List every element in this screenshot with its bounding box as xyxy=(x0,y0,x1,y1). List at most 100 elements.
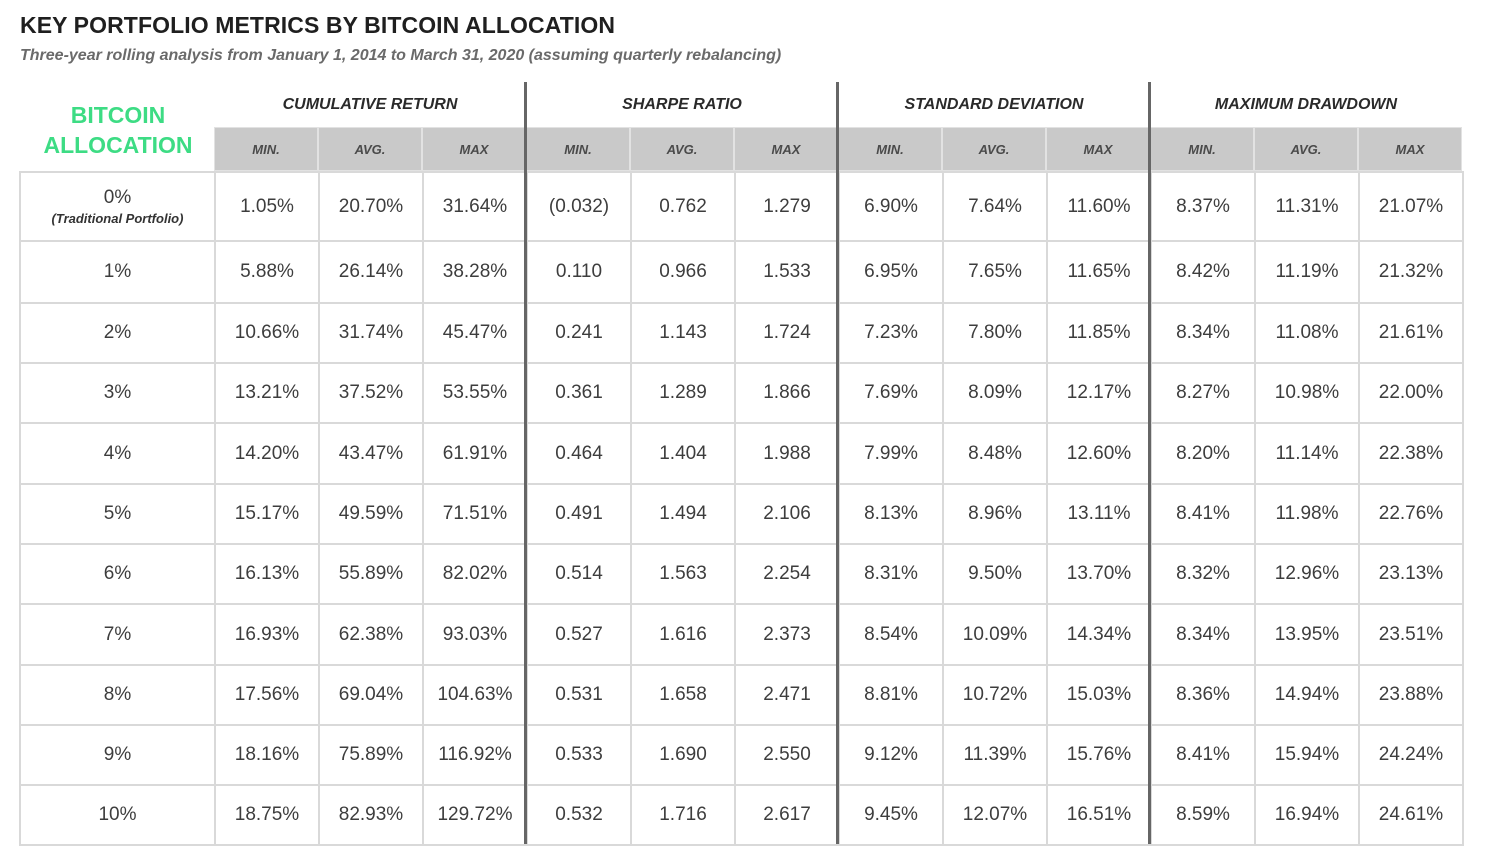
metric-cell: 1.658 xyxy=(630,664,736,726)
metric-cell: 0.514 xyxy=(526,543,632,605)
metric-cell: 11.85% xyxy=(1046,302,1152,364)
metric-cell: 10.72% xyxy=(942,664,1048,726)
metric-cell: 1.563 xyxy=(630,543,736,605)
metric-cell: 12.96% xyxy=(1254,543,1360,605)
table-row: 5% 15.17% 49.59% 71.51% 0.491 1.494 2.106 8.13%… xyxy=(19,483,1464,545)
metric-cell: 116.92% xyxy=(422,724,528,786)
group-header-maximum-drawdown: MAXIMUM DRAWDOWN xyxy=(1214,96,1398,113)
metric-cell: 8.13% xyxy=(838,483,944,545)
metric-cell: 1.279 xyxy=(734,171,840,242)
metric-cell: 0.533 xyxy=(526,724,632,786)
allocation-cell: 5% xyxy=(19,483,216,545)
metric-cell: 11.19% xyxy=(1254,240,1360,304)
allocation-cell: 1% xyxy=(19,240,216,304)
allocation-cell: 2% xyxy=(19,302,216,364)
metrics-table: 0% (Traditional Portfolio) 1.05% 20.70% 31.6… xyxy=(19,171,1464,846)
metric-cell: 11.08% xyxy=(1254,302,1360,364)
metric-cell: 8.34% xyxy=(1150,603,1256,666)
metric-cell: 0.527 xyxy=(526,603,632,666)
table-row: 0% (Traditional Portfolio) 1.05% 20.70% 31.6… xyxy=(19,171,1464,242)
metric-cell: 2.617 xyxy=(734,784,840,846)
metric-cell: 23.51% xyxy=(1358,603,1464,666)
metric-cell: 16.51% xyxy=(1046,784,1152,846)
group-header-standard-deviation: STANDARD DEVIATION xyxy=(904,96,1084,113)
metric-cell: 1.616 xyxy=(630,603,736,666)
metric-cell: 7.64% xyxy=(942,171,1048,242)
metric-cell: 1.143 xyxy=(630,302,736,364)
metric-cell: 12.17% xyxy=(1046,362,1152,424)
table-row: 1% 5.88% 26.14% 38.28% 0.110 0.966 1.533 6.95% 7… xyxy=(19,240,1464,304)
subheader-min: MIN. xyxy=(526,127,630,171)
metric-cell: 11.60% xyxy=(1046,171,1152,242)
metric-cell: 104.63% xyxy=(422,664,528,726)
metric-cell: 45.47% xyxy=(422,302,528,364)
metric-cell: 8.31% xyxy=(838,543,944,605)
metric-cell: 26.14% xyxy=(318,240,424,304)
metric-cell: 11.39% xyxy=(942,724,1048,786)
metric-cell: 2.254 xyxy=(734,543,840,605)
metric-cell: 1.404 xyxy=(630,422,736,485)
metric-cell: 31.74% xyxy=(318,302,424,364)
metric-cell: 1.724 xyxy=(734,302,840,364)
metric-cell: 129.72% xyxy=(422,784,528,846)
allocation-value: 2% xyxy=(103,322,132,343)
metric-cell: 62.38% xyxy=(318,603,424,666)
metric-cell: 10.98% xyxy=(1254,362,1360,424)
metric-cell: 0.531 xyxy=(526,664,632,726)
metric-cell: 10.66% xyxy=(214,302,320,364)
metric-cell: 0.464 xyxy=(526,422,632,485)
metric-cell: 15.17% xyxy=(214,483,320,545)
allocation-value: 0% xyxy=(103,187,132,208)
metric-cell: 69.04% xyxy=(318,664,424,726)
subheader-max: MAX xyxy=(734,127,838,171)
metric-cell: 11.31% xyxy=(1254,171,1360,242)
metric-cell: 0.361 xyxy=(526,362,632,424)
allocation-value: 4% xyxy=(103,442,132,464)
metric-cell: 13.21% xyxy=(214,362,320,424)
metric-cell: 8.27% xyxy=(1150,362,1256,424)
metric-cell: 1.716 xyxy=(630,784,736,846)
allocation-note: (Traditional Portfolio) xyxy=(51,211,184,226)
metric-cell: 8.42% xyxy=(1150,240,1256,304)
metric-cell: 8.34% xyxy=(1150,302,1256,364)
metric-cell: 21.32% xyxy=(1358,240,1464,304)
metric-cell: 13.70% xyxy=(1046,543,1152,605)
metric-cell: 75.89% xyxy=(318,724,424,786)
metric-cell: 0.966 xyxy=(630,240,736,304)
allocation-cell: 7% xyxy=(19,603,216,666)
metric-cell: 8.41% xyxy=(1150,724,1256,786)
metric-cell: 0.241 xyxy=(526,302,632,364)
metric-cell: 7.99% xyxy=(838,422,944,485)
metric-cell: 0.491 xyxy=(526,483,632,545)
metric-cell: 15.76% xyxy=(1046,724,1152,786)
subheader-avg: AVG. xyxy=(630,127,734,171)
allocation-cell: 4% xyxy=(19,422,216,485)
metric-cell: 1.289 xyxy=(630,362,736,424)
allocation-header-line-2: ALLOCATION xyxy=(43,132,193,158)
metric-cell: 37.52% xyxy=(318,362,424,424)
metric-cell: (0.032) xyxy=(526,171,632,242)
metric-cell: 23.13% xyxy=(1358,543,1464,605)
metric-cell: 49.59% xyxy=(318,483,424,545)
metric-cell: 8.96% xyxy=(942,483,1048,545)
metric-cell: 21.07% xyxy=(1358,171,1464,242)
metric-cell: 14.34% xyxy=(1046,603,1152,666)
page-title: KEY PORTFOLIO METRICS BY BITCOIN ALLOCAT… xyxy=(20,12,616,38)
allocation-cell: 8% xyxy=(19,664,216,726)
metric-cell: 8.36% xyxy=(1150,664,1256,726)
subheader-min: MIN. xyxy=(1150,127,1254,171)
metric-cell: 1.05% xyxy=(214,171,320,242)
allocation-column-header: BITCOIN ALLOCATION xyxy=(20,100,216,160)
metric-cell: 82.02% xyxy=(422,543,528,605)
page-subtitle: Three-year rolling analysis from January… xyxy=(20,47,782,64)
table-row: 3% 13.21% 37.52% 53.55% 0.361 1.289 1.866 7.69%… xyxy=(19,362,1464,424)
metric-cell: 10.09% xyxy=(942,603,1048,666)
metric-cell: 11.65% xyxy=(1046,240,1152,304)
metric-cell: 8.48% xyxy=(942,422,1048,485)
metric-cell: 53.55% xyxy=(422,362,528,424)
metric-cell: 24.24% xyxy=(1358,724,1464,786)
subheader-max: MAX xyxy=(422,127,526,171)
metric-cell: 7.65% xyxy=(942,240,1048,304)
metric-cell: 16.13% xyxy=(214,543,320,605)
metric-cell: 55.89% xyxy=(318,543,424,605)
